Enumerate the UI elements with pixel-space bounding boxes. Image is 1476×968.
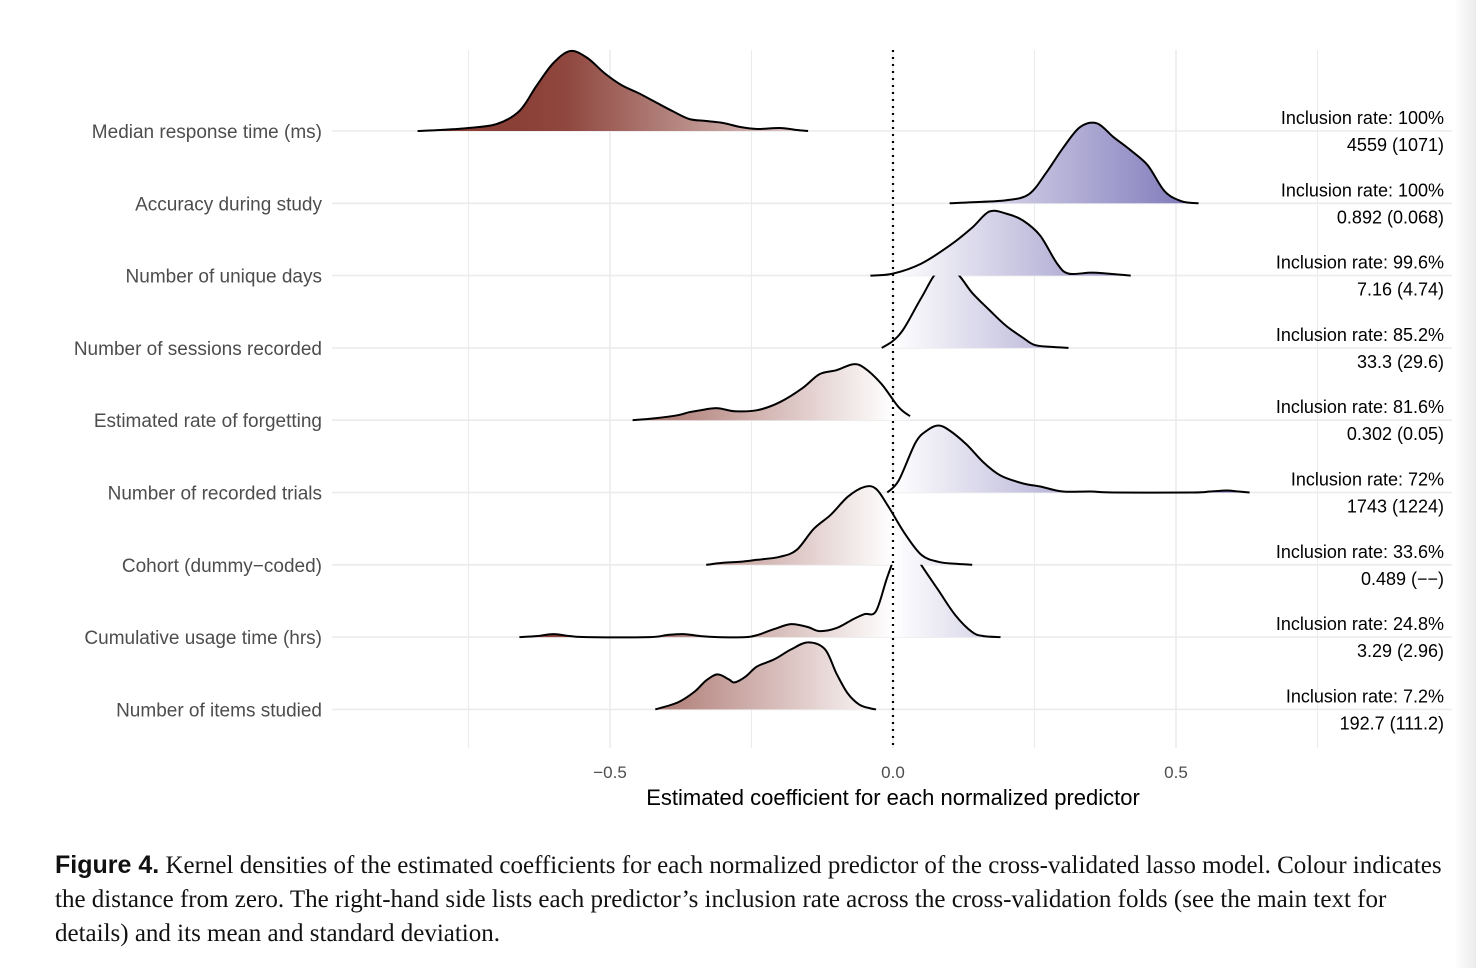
density-fill (519, 545, 1001, 638)
density-ridge (632, 363, 911, 422)
density-ridge (417, 49, 809, 132)
density-outline (519, 544, 1001, 639)
row-label: Cohort (dummy−coded) (122, 556, 322, 577)
figure-caption: Figure 4. Kernel densities of the estima… (55, 848, 1455, 951)
density-outline (706, 485, 973, 566)
caption-label: Figure 4. (55, 851, 160, 879)
page-edge-shadow (1454, 0, 1476, 968)
inclusion-rate-label: Inclusion rate: 100% (1281, 108, 1444, 128)
density-fill (655, 642, 876, 710)
inclusion-rate-label: Inclusion rate: 72% (1291, 470, 1444, 490)
density-ridge (519, 544, 1001, 639)
density-fill (417, 50, 809, 131)
row-label: Estimated rate of forgetting (94, 411, 322, 432)
mean-sd-label: 4559 (1071) (1347, 135, 1444, 155)
density-outline (886, 424, 1250, 494)
x-tick-label: 0.5 (1164, 763, 1188, 782)
density-fill (949, 122, 1199, 204)
density-fill (870, 210, 1131, 276)
mean-sd-label: 0.892 (0.068) (1337, 207, 1444, 227)
row-label: Number of sessions recorded (74, 339, 322, 360)
mean-sd-label: 0.489 (−−) (1361, 569, 1444, 589)
x-tick-label: −0.5 (593, 763, 627, 782)
density-ridge (881, 267, 1069, 349)
row-label: Accuracy during study (135, 194, 322, 215)
caption-text: Kernel densities of the estimated coeffi… (55, 852, 1442, 947)
density-outline (632, 363, 911, 422)
x-tick-label: 0.0 (881, 763, 905, 782)
inclusion-rate-label: Inclusion rate: 100% (1281, 180, 1444, 200)
inclusion-rate-label: Inclusion rate: 33.6% (1276, 542, 1444, 562)
grid (467, 50, 1319, 748)
x-axis-ticks: −0.5 0.0 0.5 (593, 763, 1188, 782)
density-ridge (706, 485, 973, 566)
density-ridge (886, 424, 1250, 494)
row-labels: Median response time (ms) Accuracy during… (74, 122, 323, 721)
density-fill (887, 425, 1250, 493)
inclusion-rate-label: Inclusion rate: 81.6% (1276, 397, 1444, 417)
density-fill (632, 364, 910, 421)
density-ridge (949, 121, 1199, 205)
density-outline (417, 49, 809, 132)
density-fill (706, 486, 973, 565)
ridgeline-chart: Median response time (ms) Accuracy during… (74, 49, 1452, 810)
row-label: Number of items studied (116, 700, 322, 721)
density-ridge (654, 641, 877, 711)
density-outline (881, 267, 1069, 349)
mean-sd-label: 33.3 (29.6) (1357, 352, 1444, 372)
x-axis-title: Estimated coefficient for each normalize… (646, 785, 1140, 810)
density-outline (870, 209, 1131, 277)
density-outline (654, 641, 877, 711)
density-fill (881, 268, 1069, 348)
row-annotations: Inclusion rate: 100% 4559 (1071) Inclusion… (1276, 108, 1444, 733)
mean-sd-label: 0.302 (0.05) (1347, 424, 1444, 444)
row-label: Number of recorded trials (108, 484, 322, 505)
mean-sd-label: 7.16 (4.74) (1357, 280, 1444, 300)
inclusion-rate-label: Inclusion rate: 24.8% (1276, 614, 1444, 634)
row-label: Median response time (ms) (92, 122, 322, 143)
density-ridges (417, 49, 1250, 711)
inclusion-rate-label: Inclusion rate: 99.6% (1276, 253, 1444, 273)
density-ridge (870, 209, 1131, 277)
row-label: Cumulative usage time (hrs) (84, 628, 322, 649)
mean-sd-label: 3.29 (2.96) (1357, 641, 1444, 661)
inclusion-rate-label: Inclusion rate: 85.2% (1276, 325, 1444, 345)
row-label: Number of unique days (126, 267, 322, 288)
inclusion-rate-label: Inclusion rate: 7.2% (1286, 686, 1444, 706)
mean-sd-label: 192.7 (111.2) (1340, 713, 1444, 733)
mean-sd-label: 1743 (1224) (1347, 497, 1444, 517)
density-outline (949, 121, 1199, 205)
